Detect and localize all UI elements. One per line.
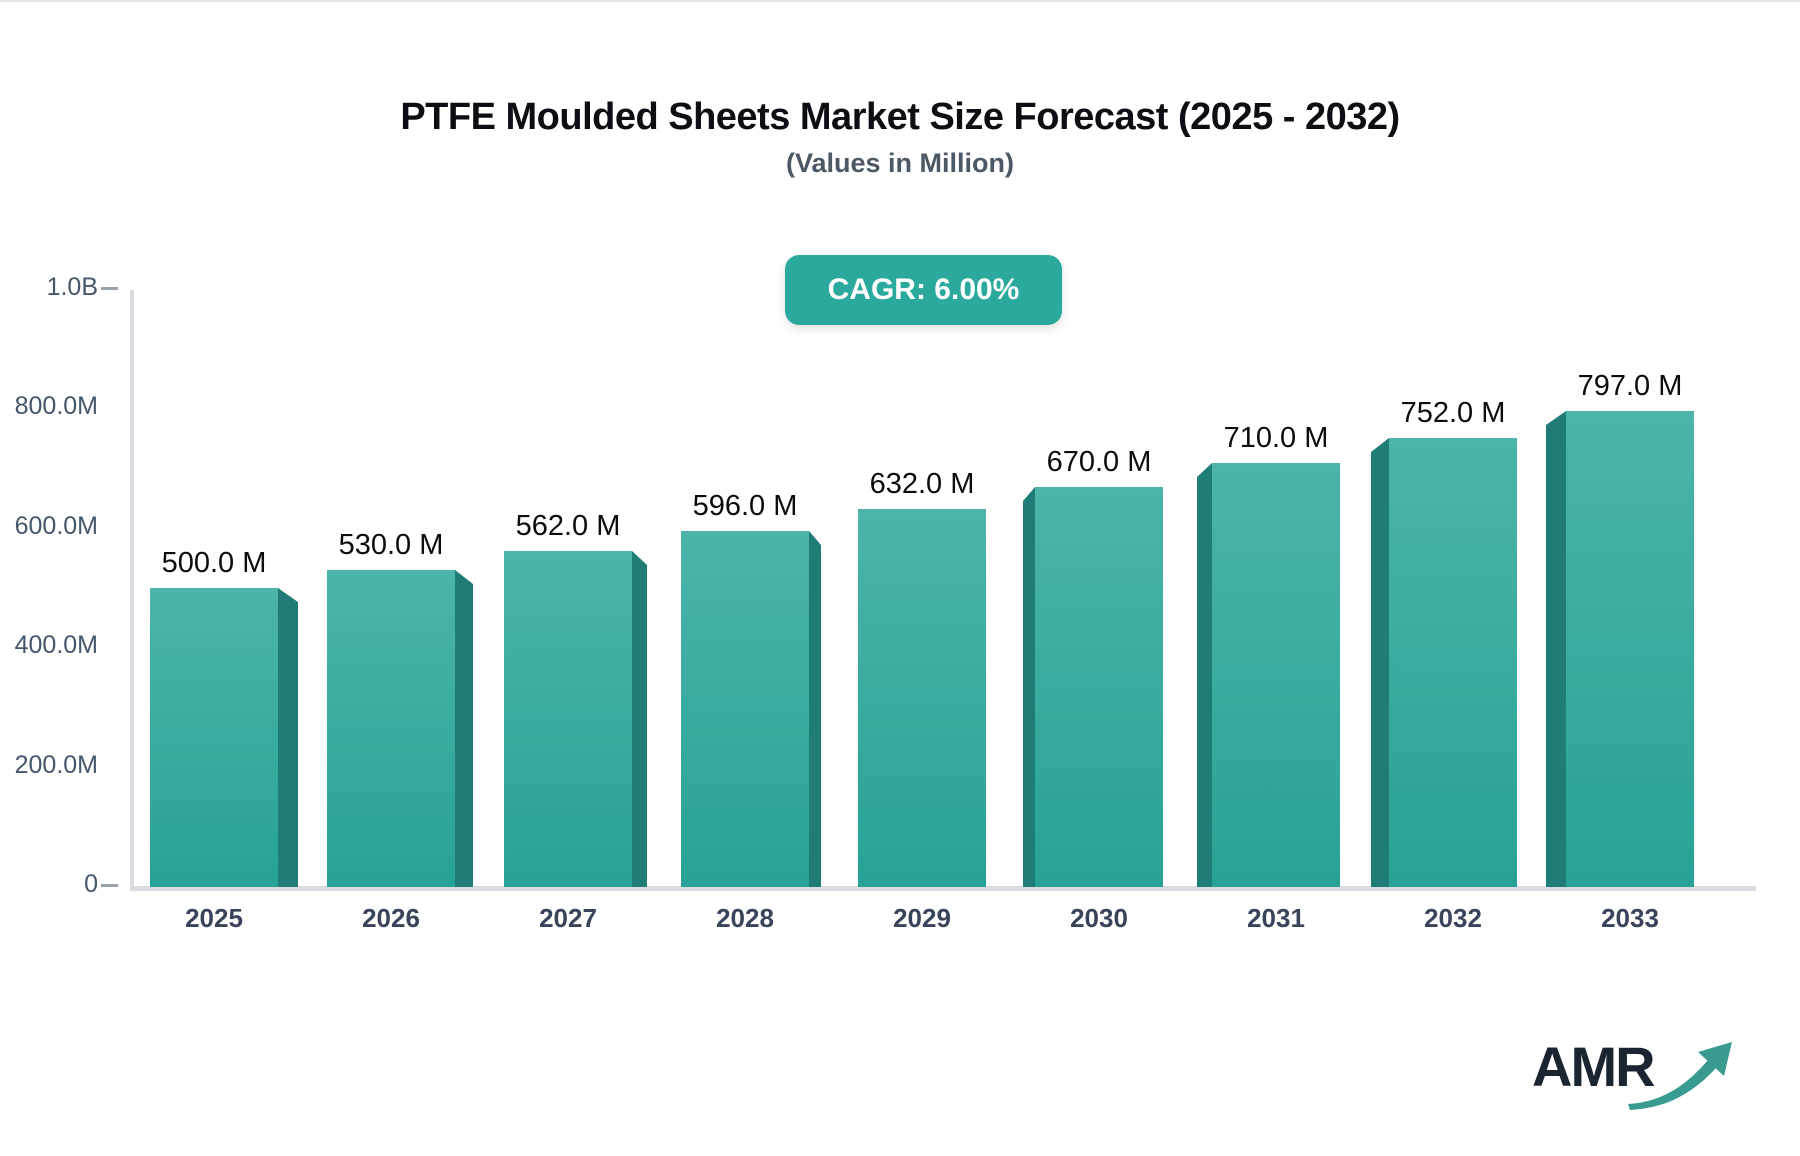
bar-2029[interactable] bbox=[858, 509, 986, 887]
x-axis-year-label: 2028 bbox=[716, 903, 774, 933]
y-axis-tick-label: 800.0M bbox=[14, 392, 98, 420]
amr-logo-text: AMR bbox=[1532, 1035, 1656, 1098]
bar-3d-side-2025 bbox=[278, 588, 298, 887]
bar-value-label: 562.0 M bbox=[515, 510, 621, 542]
chart-title: PTFE Moulded Sheets Market Size Forecast… bbox=[400, 96, 1400, 138]
y-axis-tick-label: 400.0M bbox=[14, 631, 98, 659]
y-axis-tick-mark bbox=[101, 884, 118, 887]
bar-value-label: 752.0 M bbox=[1400, 397, 1506, 429]
bar-value-label: 670.0 M bbox=[1046, 446, 1152, 478]
growth-arrow-icon bbox=[1628, 1042, 1732, 1110]
bar-3d-side-2028 bbox=[809, 531, 821, 887]
bar-2025[interactable] bbox=[150, 588, 278, 887]
bar-value-label: 530.0 M bbox=[338, 529, 444, 561]
chart-subtitle: (Values in Million) bbox=[785, 148, 1015, 178]
bar-value-label: 710.0 M bbox=[1223, 422, 1329, 454]
y-axis-tick-label: 600.0M bbox=[14, 512, 98, 540]
bar-3d-side-2031 bbox=[1197, 463, 1212, 887]
y-axis-tick-label: 0 bbox=[84, 870, 98, 898]
bar-2026[interactable] bbox=[327, 570, 455, 887]
x-axis-baseline bbox=[130, 886, 1756, 891]
bar-3d-side-2026 bbox=[455, 570, 473, 887]
bar-2027[interactable] bbox=[504, 551, 632, 887]
x-axis-year-label: 2026 bbox=[362, 903, 420, 933]
bar-3d-side-2033 bbox=[1546, 411, 1566, 887]
y-axis-tick-label: 1.0B bbox=[46, 273, 98, 301]
bar-2028[interactable] bbox=[681, 531, 809, 887]
x-axis-year-label: 2027 bbox=[539, 903, 597, 933]
bar-value-label: 500.0 M bbox=[161, 547, 267, 579]
x-axis-year-label: 2029 bbox=[893, 903, 951, 933]
bar-value-label: 632.0 M bbox=[869, 468, 975, 500]
cagr-badge: CAGR: 6.00% bbox=[785, 255, 1062, 325]
x-axis-year-label: 2031 bbox=[1247, 903, 1305, 933]
bar-2030[interactable] bbox=[1035, 487, 1163, 887]
bar-3d-side-2030 bbox=[1023, 487, 1035, 887]
x-axis-year-label: 2030 bbox=[1070, 903, 1128, 933]
y-axis-tick-mark bbox=[101, 287, 118, 290]
x-axis-year-label: 2033 bbox=[1601, 903, 1659, 933]
bar-value-label: 797.0 M bbox=[1577, 370, 1683, 402]
bar-value-label: 596.0 M bbox=[692, 490, 798, 522]
amr-logo: AMR bbox=[1520, 1028, 1740, 1118]
bar-3d-side-2032 bbox=[1371, 438, 1389, 887]
y-axis-line bbox=[130, 290, 134, 889]
page-top-border bbox=[0, 0, 1800, 2]
bar-3d-side-2027 bbox=[632, 551, 647, 887]
bar-2032[interactable] bbox=[1389, 438, 1517, 887]
x-axis-year-label: 2032 bbox=[1424, 903, 1482, 933]
bar-2031[interactable] bbox=[1212, 463, 1340, 887]
x-axis-year-label: 2025 bbox=[185, 903, 243, 933]
bar-2033[interactable] bbox=[1566, 411, 1694, 887]
y-axis-tick-label: 200.0M bbox=[14, 751, 98, 779]
